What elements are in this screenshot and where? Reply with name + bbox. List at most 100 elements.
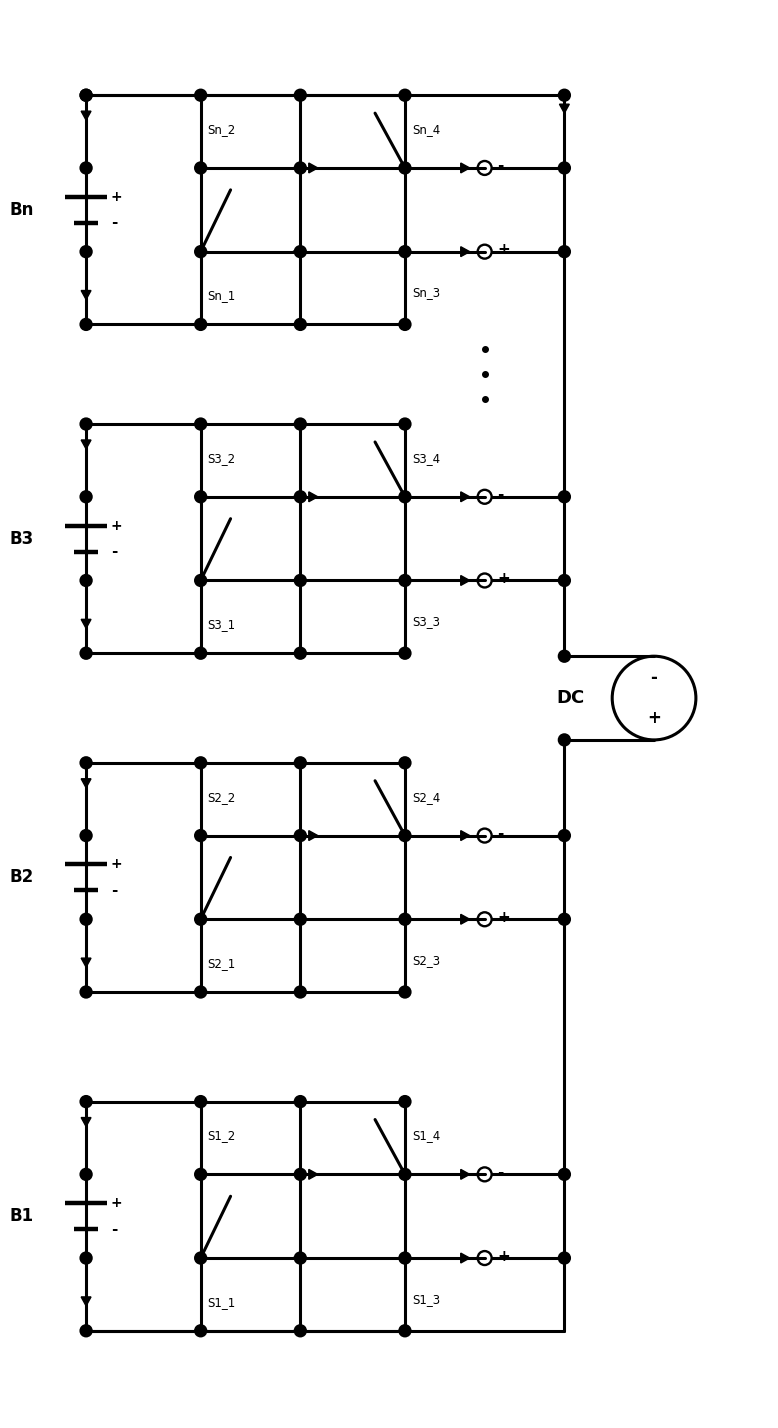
Polygon shape [461,247,470,257]
Circle shape [399,491,411,503]
Text: S3_2: S3_2 [208,451,236,466]
Text: B1: B1 [9,1207,33,1225]
Polygon shape [293,1254,302,1262]
Circle shape [195,318,206,330]
Circle shape [81,757,92,768]
Circle shape [559,246,569,257]
Circle shape [81,914,92,925]
Circle shape [295,418,306,430]
Circle shape [81,163,92,173]
Text: S1_2: S1_2 [208,1130,236,1142]
Text: S2_2: S2_2 [208,791,236,804]
Circle shape [195,914,206,925]
Polygon shape [81,778,91,788]
Circle shape [399,1252,411,1264]
Text: +: + [498,910,510,925]
Polygon shape [81,111,91,120]
Text: +: + [111,190,123,204]
Text: -: - [111,1222,117,1237]
Polygon shape [81,1118,91,1127]
Circle shape [295,318,306,330]
Polygon shape [461,575,470,585]
Polygon shape [81,1297,91,1305]
Circle shape [195,1097,206,1107]
Text: +: + [498,243,510,257]
Circle shape [295,1097,306,1107]
Circle shape [559,491,569,503]
Text: Sn_2: Sn_2 [208,123,236,136]
Circle shape [195,246,206,257]
Circle shape [295,1252,306,1264]
Circle shape [295,1325,306,1337]
Circle shape [195,1170,206,1180]
Circle shape [195,1252,206,1264]
Circle shape [295,914,306,925]
Circle shape [195,1325,206,1337]
Circle shape [399,648,411,658]
Text: S3_1: S3_1 [208,618,236,631]
Text: -: - [498,825,504,841]
Circle shape [81,90,92,101]
Circle shape [295,90,306,101]
Text: -: - [111,216,117,230]
Polygon shape [81,290,91,300]
Circle shape [559,651,569,661]
Text: DC: DC [556,690,584,707]
Circle shape [559,90,569,101]
Polygon shape [461,491,470,501]
Text: +: + [111,1197,123,1211]
Circle shape [399,246,411,257]
Circle shape [81,987,92,998]
Circle shape [81,648,92,658]
Circle shape [295,757,306,768]
Circle shape [81,318,92,330]
Polygon shape [461,163,470,173]
Circle shape [295,1170,306,1180]
Text: -: - [498,487,504,503]
Text: S1_1: S1_1 [208,1295,236,1309]
Polygon shape [293,914,302,924]
Circle shape [295,830,306,841]
Circle shape [195,575,206,585]
Text: -: - [498,1165,504,1180]
Circle shape [399,418,411,430]
Text: B2: B2 [9,868,33,887]
Circle shape [81,246,92,257]
Circle shape [195,648,206,658]
Circle shape [559,830,569,841]
Circle shape [81,830,92,841]
Circle shape [81,1325,92,1337]
Circle shape [399,757,411,768]
Text: B3: B3 [9,530,33,547]
Circle shape [81,90,92,101]
Circle shape [559,1252,569,1264]
Circle shape [81,491,92,503]
Text: S2_1: S2_1 [208,957,236,970]
Text: S1_3: S1_3 [412,1292,440,1305]
Circle shape [399,1170,411,1180]
Text: -: - [111,883,117,898]
Polygon shape [309,831,317,841]
Circle shape [295,575,306,585]
Text: -: - [650,668,657,687]
Text: +: + [498,1248,510,1264]
Circle shape [81,1252,92,1264]
Text: S1_4: S1_4 [412,1130,440,1142]
Polygon shape [309,1170,317,1180]
Polygon shape [293,575,302,585]
Circle shape [399,1097,411,1107]
Text: S2_3: S2_3 [412,954,440,967]
Polygon shape [309,491,317,501]
Circle shape [81,1170,92,1180]
Circle shape [195,163,206,173]
Circle shape [399,1325,411,1337]
Polygon shape [461,1254,470,1262]
Text: Sn_1: Sn_1 [208,290,236,303]
Text: -: - [498,159,504,173]
Text: -: - [111,544,117,560]
Circle shape [559,914,569,925]
Circle shape [399,914,411,925]
Text: Sn_3: Sn_3 [412,287,440,300]
Circle shape [559,575,569,585]
Circle shape [81,418,92,430]
